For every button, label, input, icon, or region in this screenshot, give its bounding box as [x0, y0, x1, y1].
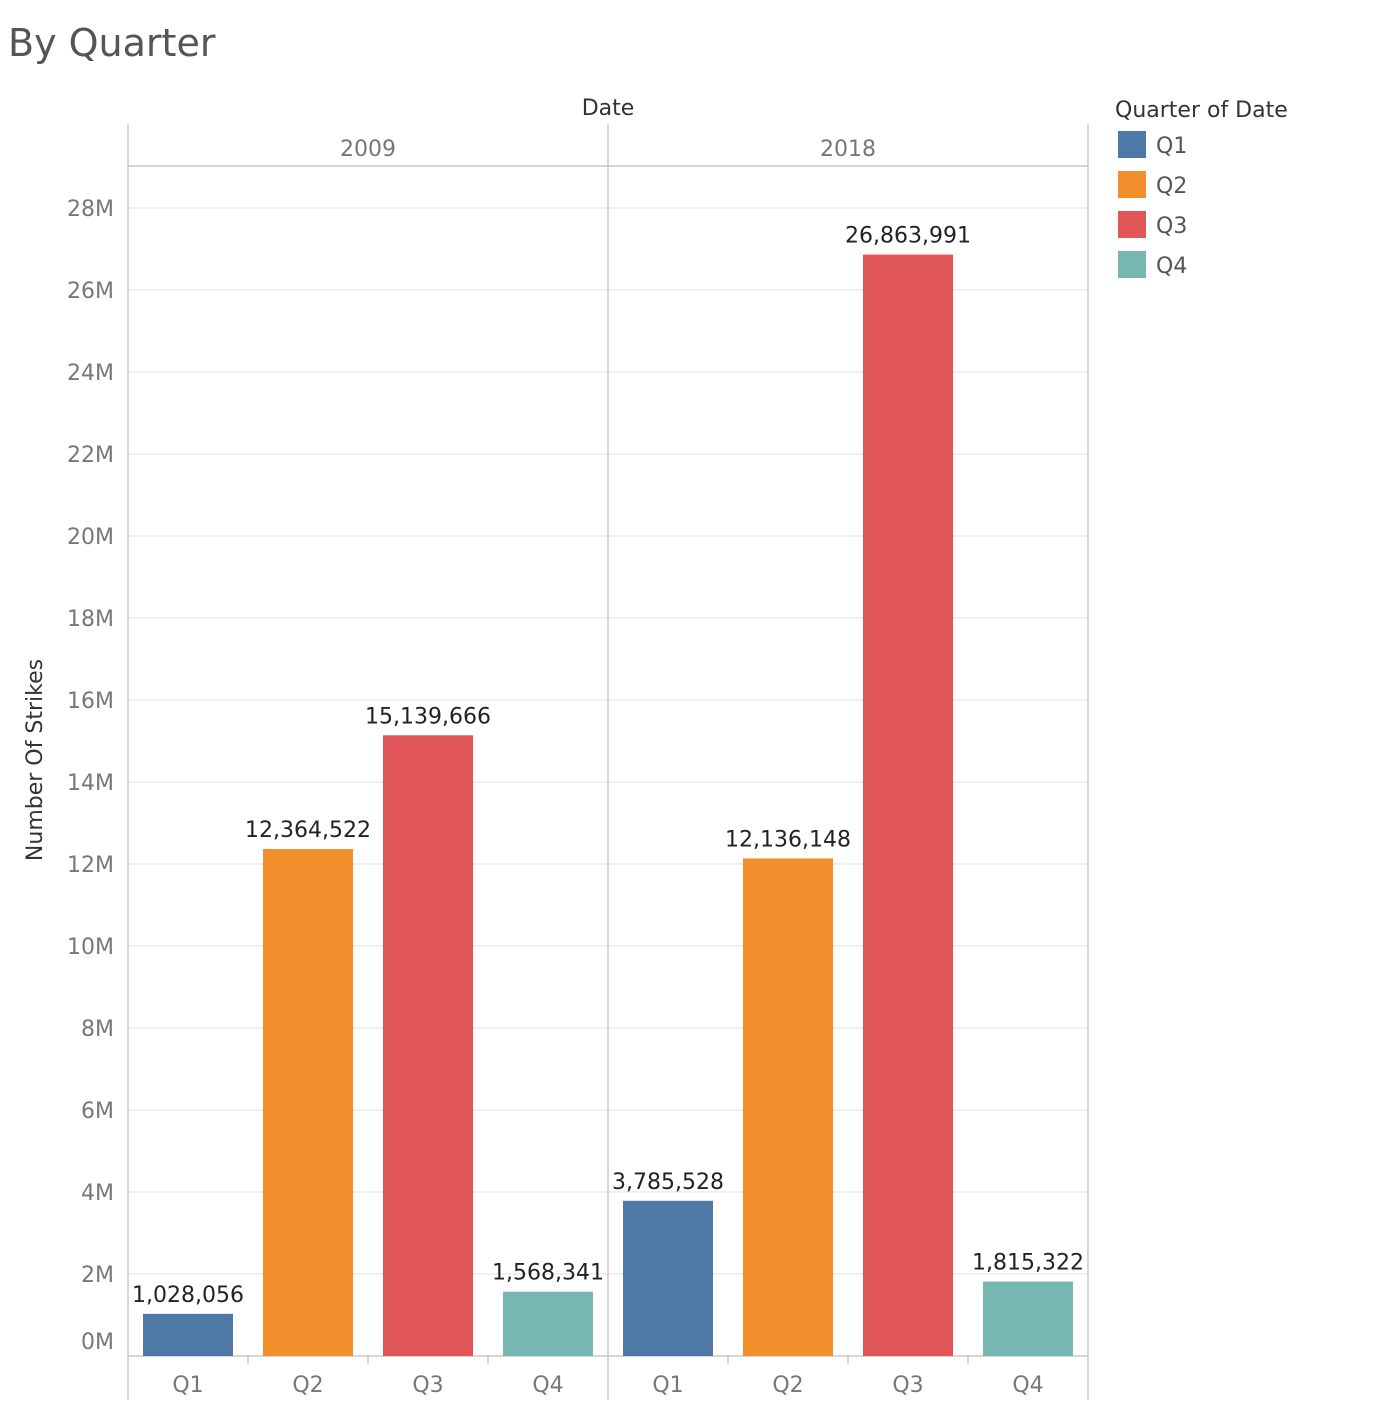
x-tick-label: Q4	[1012, 1373, 1043, 1398]
y-tick-label: 12M	[67, 853, 114, 878]
data-label: 12,136,148	[725, 827, 851, 852]
y-tick-label: 14M	[67, 771, 114, 796]
legend-swatch	[1118, 211, 1146, 238]
legend-swatch	[1118, 251, 1146, 278]
legend-item-label: Q1	[1156, 134, 1187, 159]
legend-item-label: Q2	[1156, 174, 1187, 199]
y-tick-label: 8M	[81, 1017, 114, 1042]
y-tick-label: 6M	[81, 1099, 114, 1124]
y-tick-label: 18M	[67, 607, 114, 632]
x-tick-label: Q3	[412, 1373, 443, 1398]
panel-year-label: 2009	[340, 137, 396, 162]
y-axis-label: Number Of Strikes	[23, 659, 48, 861]
y-tick-label: 16M	[67, 689, 114, 714]
x-tick-label: Q4	[532, 1373, 563, 1398]
y-tick-label: 22M	[67, 443, 114, 468]
y-tick-label: 26M	[67, 279, 114, 304]
y-tick-label: 4M	[81, 1181, 114, 1206]
y-tick-label: 2M	[81, 1263, 114, 1288]
panel-year-label: 2018	[820, 137, 876, 162]
legend-swatch	[1118, 171, 1146, 198]
bar	[983, 1281, 1073, 1356]
bar	[263, 849, 353, 1356]
bar	[743, 858, 833, 1356]
legend-swatch	[1118, 131, 1146, 158]
chart-title: By Quarter	[8, 21, 216, 65]
data-label: 15,139,666	[365, 704, 491, 729]
bar	[863, 254, 953, 1356]
data-label: 1,028,056	[132, 1283, 244, 1308]
y-tick-label: 20M	[67, 525, 114, 550]
x-tick-label: Q2	[772, 1373, 803, 1398]
column-header: Date	[582, 96, 635, 121]
x-tick-label: Q2	[292, 1373, 323, 1398]
bar	[623, 1200, 713, 1356]
x-tick-label: Q1	[172, 1373, 203, 1398]
legend-title: Quarter of Date	[1115, 98, 1288, 123]
bar	[383, 735, 473, 1356]
legend-item-label: Q3	[1156, 214, 1187, 239]
y-tick-label: 28M	[67, 197, 114, 222]
y-tick-label: 10M	[67, 935, 114, 960]
data-label: 26,863,991	[845, 224, 971, 249]
y-tick-label: 24M	[67, 361, 114, 386]
x-tick-label: Q3	[892, 1373, 923, 1398]
bar	[503, 1291, 593, 1356]
data-label: 1,815,322	[972, 1251, 1084, 1276]
data-label: 1,568,341	[492, 1261, 604, 1286]
legend-item-label: Q4	[1156, 254, 1187, 279]
data-label: 12,364,522	[245, 818, 371, 843]
y-tick-label: 0M	[81, 1330, 114, 1355]
plot-area: 0M 2M 4M 6M 8M 10M 12M 14M 16M 18M 20M 22M 24M 26M 28M…	[67, 124, 1089, 1400]
data-label: 3,785,528	[612, 1170, 724, 1195]
x-tick-label: Q1	[652, 1373, 683, 1398]
bar	[143, 1313, 233, 1356]
